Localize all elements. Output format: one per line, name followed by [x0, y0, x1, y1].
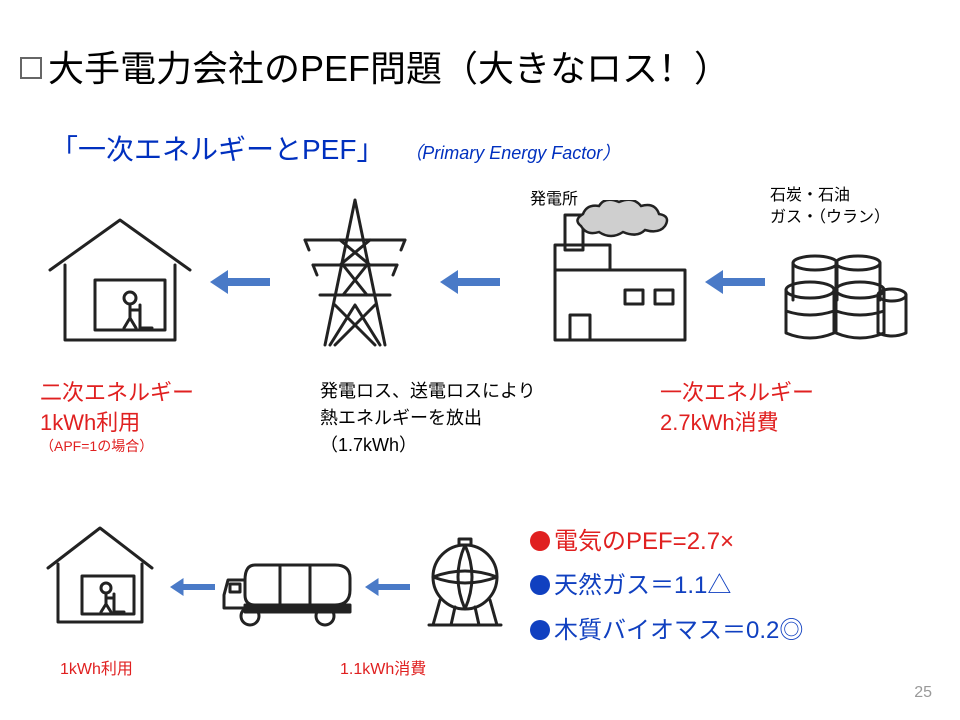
bullet-icon: [530, 575, 550, 595]
fuel-barrels-icon: [780, 245, 910, 345]
pef-item-electricity: 電気のPEF=2.7×: [530, 520, 803, 564]
arrow-icon: [170, 575, 215, 599]
row2-left-caption: 1kWh利用: [60, 655, 133, 679]
title-text: 大手電力会社のPEF問題（大きなロス！）: [48, 48, 730, 89]
arrow-icon: [210, 270, 270, 294]
pef-list: 電気のPEF=2.7× 天然ガス＝1.1△ 木質バイオマス＝0.2◎: [530, 520, 803, 653]
arrow-icon: [440, 270, 500, 294]
bullet-icon: [530, 620, 550, 640]
diagram-row-1: 発電所 石炭・石油 ガス・（ウラン）: [40, 190, 920, 360]
fuel-label-line1: 石炭・石油: [770, 185, 890, 207]
transmission-tower-icon: [285, 195, 425, 350]
house-small-icon: [40, 520, 160, 630]
diagram-row-2: [40, 520, 540, 670]
pef-item-gas: 天然ガス＝1.1△: [530, 564, 803, 608]
row2-right-caption: 1.1kWh消費: [340, 655, 426, 679]
fuel-label-line2: ガス・（ウラン）: [770, 207, 890, 229]
secondary-energy-label: 二次エネルギー 1kWh利用 （APF=1の場合）: [40, 378, 194, 456]
house-icon: [40, 210, 200, 350]
fuel-label: 石炭・石油 ガス・（ウラン）: [770, 185, 890, 230]
subtitle-en: （Primary Energy Factor）: [404, 143, 620, 163]
arrow-icon: [705, 270, 765, 294]
power-plant-icon: [515, 200, 705, 350]
arrow-icon: [365, 575, 410, 599]
subtitle: 「一次エネルギーとPEF」 （Primary Energy Factor）: [50, 128, 620, 168]
slide-title: 大手電力会社のPEF問題（大きなロス！）: [20, 40, 730, 92]
title-bullet-icon: [20, 57, 42, 79]
loss-label: 発電ロス、送電ロスにより 熱エネルギーを放出 （1.7kWh）: [320, 378, 536, 459]
subtitle-jp: 「一次エネルギーとPEF」: [50, 134, 384, 165]
pef-item-biomass: 木質バイオマス＝0.2◎: [530, 609, 803, 653]
primary-energy-label: 一次エネルギー 2.7kWh消費: [660, 378, 814, 437]
page-number: 25: [914, 684, 932, 702]
gas-tank-icon: [415, 535, 515, 635]
bullet-icon: [530, 531, 550, 551]
truck-icon: [220, 550, 360, 630]
